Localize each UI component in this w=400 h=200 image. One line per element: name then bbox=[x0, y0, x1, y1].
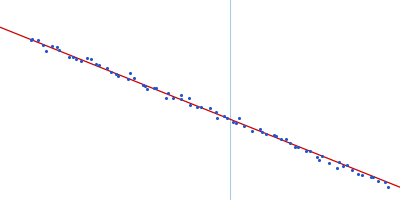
Point bbox=[140, 84, 146, 87]
Point bbox=[127, 71, 134, 74]
Point bbox=[163, 96, 169, 99]
Point bbox=[113, 72, 119, 75]
Point bbox=[92, 62, 99, 65]
Point bbox=[108, 70, 114, 73]
Point bbox=[151, 86, 157, 89]
Point bbox=[307, 149, 313, 152]
Point bbox=[49, 45, 56, 48]
Point bbox=[368, 175, 374, 179]
Point bbox=[283, 137, 290, 141]
Point bbox=[278, 137, 284, 140]
Point bbox=[340, 165, 346, 168]
Point bbox=[72, 58, 79, 61]
Point bbox=[56, 48, 62, 51]
Point bbox=[292, 145, 298, 149]
Point bbox=[382, 181, 389, 184]
Point bbox=[336, 160, 342, 163]
Point bbox=[29, 37, 35, 41]
Point bbox=[241, 124, 247, 128]
Point bbox=[186, 96, 192, 100]
Point bbox=[125, 77, 131, 80]
Point bbox=[170, 96, 176, 100]
Point bbox=[375, 179, 382, 183]
Point bbox=[187, 103, 193, 106]
Point bbox=[78, 59, 84, 62]
Point bbox=[358, 174, 365, 177]
Point bbox=[34, 39, 41, 42]
Point bbox=[177, 94, 184, 97]
Point bbox=[28, 38, 34, 42]
Point bbox=[370, 176, 376, 179]
Point bbox=[257, 128, 264, 131]
Point bbox=[88, 58, 94, 61]
Point bbox=[40, 43, 46, 47]
Point bbox=[259, 130, 265, 133]
Point bbox=[334, 166, 340, 169]
Point bbox=[214, 116, 220, 119]
Point bbox=[273, 135, 280, 138]
Point bbox=[316, 159, 322, 162]
Point bbox=[233, 122, 239, 125]
Point bbox=[349, 168, 356, 171]
Point bbox=[96, 63, 102, 67]
Point bbox=[104, 66, 110, 70]
Point bbox=[262, 132, 269, 135]
Point bbox=[115, 75, 121, 78]
Point bbox=[326, 161, 333, 164]
Point bbox=[194, 105, 200, 109]
Point bbox=[221, 115, 227, 118]
Point bbox=[207, 107, 214, 110]
Point bbox=[152, 87, 159, 90]
Point bbox=[165, 92, 172, 95]
Point bbox=[178, 98, 184, 101]
Point bbox=[43, 49, 49, 52]
Point bbox=[355, 172, 362, 175]
Point bbox=[287, 141, 294, 144]
Point bbox=[70, 55, 76, 58]
Point bbox=[344, 163, 350, 166]
Point bbox=[249, 129, 256, 132]
Point bbox=[236, 116, 242, 119]
Point bbox=[212, 110, 219, 113]
Point bbox=[318, 154, 325, 157]
Point bbox=[54, 46, 60, 49]
Point bbox=[314, 155, 320, 159]
Point bbox=[142, 85, 148, 88]
Point bbox=[230, 120, 236, 123]
Point bbox=[385, 185, 391, 188]
Point bbox=[144, 87, 150, 90]
Point bbox=[131, 77, 138, 80]
Point bbox=[224, 116, 230, 120]
Point bbox=[84, 57, 90, 60]
Point bbox=[65, 56, 72, 59]
Point bbox=[303, 150, 309, 153]
Point bbox=[271, 133, 278, 136]
Point bbox=[198, 105, 204, 108]
Point bbox=[295, 146, 301, 149]
